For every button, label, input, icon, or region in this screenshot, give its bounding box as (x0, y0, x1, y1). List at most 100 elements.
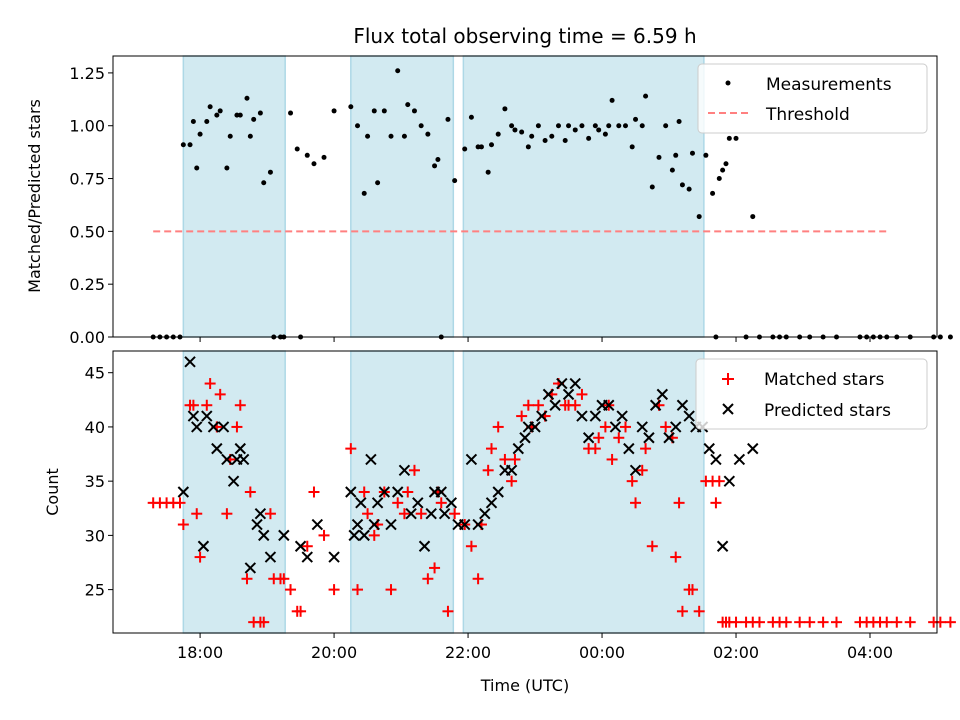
matched-star-point (506, 475, 518, 487)
measurement-point (629, 144, 635, 150)
matched-star-point (449, 508, 461, 520)
measurement-point (227, 133, 233, 139)
observing-band (350, 55, 455, 338)
matched-star-point (415, 508, 427, 520)
bottom-x-ticks: 18:00 20:00 22:00 00:00 02:00 04:00 (177, 633, 893, 662)
measurement-point (519, 129, 525, 135)
measurement-point (686, 186, 692, 192)
predicted-star-point (603, 399, 615, 411)
measurement-point (726, 135, 732, 141)
matched-star-point (442, 605, 454, 617)
measurement-point (462, 146, 468, 152)
measurement-point (720, 167, 726, 173)
measurement-point (676, 118, 682, 124)
predicted-star-point (542, 388, 555, 401)
predicted-star-point (251, 518, 263, 531)
matched-star-point (522, 399, 534, 411)
measurement-point (371, 108, 377, 114)
predicted-star-point (278, 529, 290, 542)
top-y-ticks: 0.00 0.25 0.50 0.75 1.00 1.25 (69, 64, 113, 347)
matched-star-point (194, 551, 206, 563)
matched-star-point (422, 573, 434, 585)
measurement-point (197, 131, 203, 137)
measurement-point (579, 123, 585, 129)
matched-star-point (630, 497, 642, 509)
observing-band (182, 55, 286, 338)
predicted-star-point (472, 518, 484, 531)
predicted-star-point (562, 388, 575, 401)
measurement-point (180, 142, 186, 148)
matched-star-point (234, 399, 246, 411)
legend-measurements-marker (725, 80, 731, 86)
top-axes-frame (112, 55, 938, 338)
measurement-point (485, 169, 491, 175)
measurement-point (689, 150, 695, 156)
matched-star-point (244, 486, 256, 498)
measurement-point (207, 104, 213, 110)
measurement-point (288, 110, 294, 116)
measurement-point (586, 135, 592, 141)
matched-star-point (891, 616, 903, 628)
predicted-star-point (177, 486, 190, 498)
measurement-point (405, 102, 411, 108)
predicted-star-point (368, 518, 380, 531)
matched-star-point (201, 399, 213, 411)
measurement-point (606, 123, 612, 129)
matched-star-point (177, 519, 189, 531)
x-tick-label: 18:00 (177, 643, 223, 662)
predicted-star-point (716, 540, 729, 552)
measurement-point (525, 144, 531, 150)
predicted-star-point (258, 529, 270, 542)
matched-star-point (278, 573, 290, 585)
matched-star-point (646, 540, 658, 552)
matched-star-point (794, 616, 806, 628)
predicted-star-point (217, 421, 230, 433)
measurement-point (247, 133, 253, 139)
predicted-star-point (244, 562, 257, 574)
measurement-point (549, 133, 555, 139)
matched-star-point (231, 421, 243, 433)
predicted-star-point (211, 442, 223, 455)
measurement-point (555, 123, 561, 129)
measurement-point (304, 152, 310, 158)
measurement-point (639, 123, 645, 129)
measurement-point (452, 178, 458, 184)
predicted-star-point (616, 410, 628, 422)
measurement-point (267, 169, 273, 175)
matched-star-point (258, 616, 270, 628)
matched-star-point (264, 508, 276, 520)
measurement-point (663, 123, 669, 129)
matched-star-point (301, 540, 313, 552)
predicted-star-point (465, 453, 478, 466)
y-tick-label: 0.50 (69, 222, 105, 241)
measurement-point (512, 127, 518, 133)
measurement-point (435, 157, 441, 163)
measurement-point (643, 93, 649, 99)
measurement-point (679, 182, 685, 188)
matched-star-point (626, 475, 638, 487)
top-observing-bands (182, 55, 705, 338)
matched-star-point (221, 508, 233, 520)
matched-star-point (934, 616, 946, 628)
measurement-point (703, 152, 709, 158)
x-tick-label: 02:00 (713, 643, 759, 662)
measurement-point (445, 116, 451, 122)
matched-star-point (686, 584, 698, 596)
matched-star-point (174, 497, 186, 509)
matched-star-point (569, 399, 581, 411)
matched-star-point (499, 453, 511, 465)
matched-star-point (516, 410, 528, 422)
matched-star-point (429, 562, 441, 574)
predicted-star-point (234, 442, 246, 455)
predicted-star-point (197, 540, 210, 552)
predicted-star-point (485, 497, 498, 509)
matched-star-point (753, 616, 765, 628)
matched-star-point (589, 443, 601, 455)
matched-star-point (318, 529, 330, 541)
predicted-star-point (345, 486, 357, 498)
measurement-point (696, 214, 702, 220)
measurement-point (217, 108, 223, 114)
measurement-point (535, 123, 541, 129)
predicted-star-point (723, 475, 736, 487)
x-axis-label: Time (UTC) (480, 676, 569, 695)
